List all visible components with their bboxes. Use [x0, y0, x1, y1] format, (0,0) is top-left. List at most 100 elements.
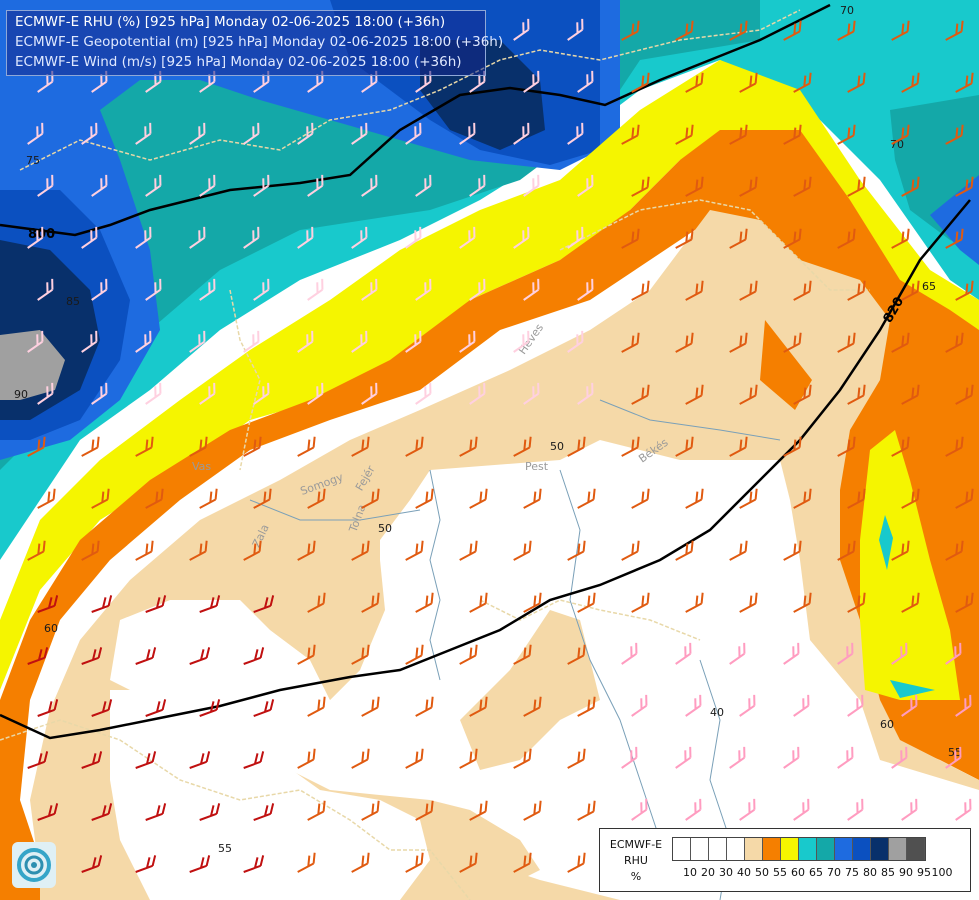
- wind-barb-icon: [793, 488, 812, 509]
- legend-swatch: [835, 838, 853, 860]
- wind-barb-icon: [145, 595, 167, 613]
- wind-barb-icon: [685, 488, 704, 509]
- wind-barb-icon: [793, 72, 812, 93]
- wind-barb-icon: [891, 20, 910, 41]
- wind-barb-icon: [307, 488, 326, 509]
- wind-barb-icon: [415, 278, 432, 301]
- wind-barb-icon: [513, 540, 532, 561]
- wind-barb-icon: [351, 644, 370, 665]
- wind-barb-icon: [837, 332, 856, 353]
- wind-barb-icon: [577, 278, 594, 301]
- wind-barb-icon: [469, 382, 486, 405]
- wind-barb-icon: [135, 751, 157, 769]
- wind-barb-icon: [469, 592, 488, 613]
- wind-barb-icon: [37, 488, 56, 509]
- wind-barb-icon: [675, 124, 694, 145]
- wind-barb-icon: [469, 278, 486, 301]
- wind-barb-icon: [361, 592, 380, 613]
- wind-barb-icon: [739, 72, 758, 93]
- wind-barb-icon: [675, 540, 694, 561]
- legend-tick: 80: [863, 866, 877, 879]
- wind-barb-icon: [135, 855, 157, 873]
- wind-barb-icon: [577, 800, 596, 821]
- wind-barb-icon: [621, 746, 638, 769]
- wind-barb-icon: [523, 592, 542, 613]
- wind-barb-icon: [135, 122, 152, 145]
- legend-swatch: [691, 838, 709, 860]
- wind-barb-icon: [459, 540, 478, 561]
- wind-barb-icon: [577, 592, 596, 613]
- title-wind: ECMWF-E Wind (m/s) [925 hPa] Monday 02-0…: [15, 54, 462, 70]
- wind-barb-icon: [361, 278, 378, 301]
- wind-barb-icon: [37, 278, 54, 301]
- legend-swatch: [781, 838, 799, 860]
- wind-barb-icon: [675, 642, 692, 665]
- wind-barb-icon: [145, 382, 162, 405]
- wind-barb-icon: [631, 488, 650, 509]
- rhu-label-70b: 70: [890, 138, 904, 151]
- wind-barb-icon: [631, 280, 650, 301]
- rhu-label-50b: 50: [378, 522, 392, 535]
- wind-barb-icon: [675, 332, 694, 353]
- wind-barb-icon: [415, 488, 434, 509]
- wind-barb-icon: [199, 278, 216, 301]
- wind-barb-icon: [783, 228, 802, 249]
- wind-barb-icon: [621, 332, 640, 353]
- wind-barb-icon: [739, 280, 758, 301]
- wind-barb-icon: [955, 72, 974, 93]
- wind-barb-icon: [81, 330, 98, 353]
- wind-barb-icon: [145, 174, 162, 197]
- wind-barb-icon: [955, 488, 974, 509]
- wind-barb-icon: [847, 72, 866, 93]
- wind-barb-icon: [81, 751, 103, 769]
- wind-barb-icon: [37, 699, 59, 717]
- wind-barb-icon: [189, 226, 206, 249]
- wind-barb-icon: [945, 124, 964, 145]
- wind-barb-icon: [361, 488, 380, 509]
- wind-barb-icon: [793, 592, 812, 613]
- wind-barb-icon: [729, 746, 746, 769]
- wind-barb-icon: [847, 694, 864, 717]
- wind-barb-icon: [955, 384, 974, 405]
- wind-barb-icon: [631, 176, 650, 197]
- wind-barb-icon: [459, 436, 478, 457]
- wind-barb-icon: [253, 699, 275, 717]
- wind-barb-icon: [307, 382, 324, 405]
- wind-barb-icon: [523, 278, 540, 301]
- wind-barb-icon: [729, 540, 748, 561]
- legend-tick: 50: [755, 866, 769, 879]
- wind-barb-icon: [739, 488, 758, 509]
- wind-barb-icon: [243, 226, 260, 249]
- wind-barb-icon: [145, 699, 167, 717]
- legend-swatch: [871, 838, 889, 860]
- rhu-label-65: 65: [922, 280, 936, 293]
- wind-barb-icon: [901, 592, 920, 613]
- wind-barb-icon: [27, 330, 44, 353]
- wind-barb-icon: [793, 280, 812, 301]
- wind-barb-icon: [783, 642, 800, 665]
- rhu-patch-beige-1: [300, 560, 385, 700]
- wind-barb-icon: [405, 330, 422, 353]
- wind-barb-icon: [91, 595, 113, 613]
- wind-barb-icon: [361, 696, 380, 717]
- wind-barb-icon: [621, 540, 640, 561]
- wind-barb-icon: [145, 488, 164, 509]
- wind-barb-icon: [793, 694, 810, 717]
- wind-barb-icon: [415, 696, 434, 717]
- wind-barb-icon: [307, 278, 324, 301]
- wind-barb-icon: [793, 176, 812, 197]
- wind-barb-icon: [199, 803, 221, 821]
- legend-tick: 75: [845, 866, 859, 879]
- wind-barb-icon: [405, 644, 424, 665]
- wind-barb-icon: [739, 592, 758, 613]
- wind-barb-icon: [729, 20, 748, 41]
- wind-barb-icon: [739, 694, 756, 717]
- wind-barb-icon: [945, 332, 964, 353]
- wind-barb-icon: [945, 20, 964, 41]
- wind-barb-icon: [901, 798, 918, 821]
- wind-barb-icon: [621, 20, 640, 41]
- wind-barb-icon: [351, 852, 370, 873]
- rhu-region-white-west: [110, 690, 430, 900]
- wind-barb-icon: [847, 592, 866, 613]
